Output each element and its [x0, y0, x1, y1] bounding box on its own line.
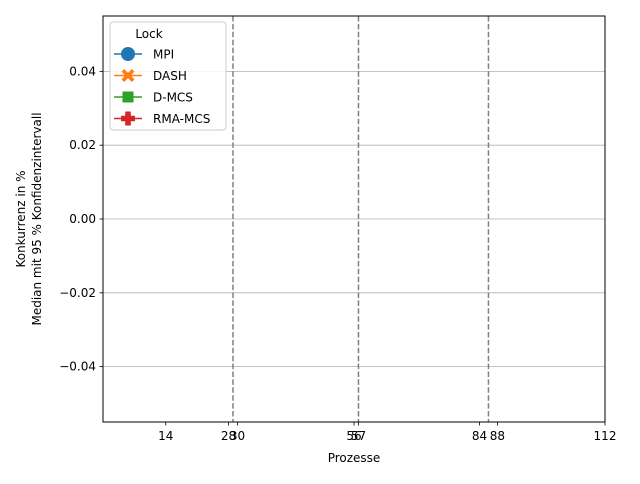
legend-entry-rma-mcs: RMA-MCS	[114, 111, 210, 126]
x-tick-label-5: 84	[472, 429, 487, 443]
legend-marker-plus-filled	[121, 111, 135, 126]
legend-title: Lock	[135, 27, 162, 41]
y-axis-label-line-2: Median mit 95 % Konfidenzintervall	[30, 112, 44, 325]
legend-label: D-MCS	[153, 91, 193, 105]
x-tick-label-7: 112	[594, 429, 617, 443]
x-tick-label-4: 57	[351, 429, 366, 443]
legend-entry-mpi: MPI	[114, 47, 174, 62]
y-axis-ticks: −0.04 −0.02 0.00 0.02 0.04	[59, 64, 103, 374]
x-tick-label-3: 56	[346, 429, 361, 443]
x-axis-label: Prozesse	[328, 451, 381, 465]
legend-marker-circle	[121, 47, 135, 61]
legend-box	[109, 21, 227, 131]
x-tick-label-1: 28	[221, 429, 236, 443]
legend-marker-square	[122, 91, 134, 103]
legend-entry-dash: DASH	[114, 69, 187, 83]
legend-label: DASH	[153, 69, 187, 83]
legend-marker-x-filled	[121, 69, 135, 82]
y-tick-label-1: −0.02	[59, 286, 96, 300]
x-tick-label-0: 14	[158, 429, 173, 443]
y-axis-label-line-1: Konkurrenz in %	[14, 170, 28, 267]
y-tick-label-2: 0.00	[69, 212, 96, 226]
vline-layer	[232, 16, 490, 422]
x-tick-label-2: 30	[230, 429, 245, 443]
legend-label: MPI	[153, 48, 174, 62]
y-tick-label-3: 0.02	[69, 138, 96, 152]
x-tick-label-6: 88	[490, 429, 505, 443]
y-tick-label-4: 0.04	[69, 64, 96, 78]
y-tick-label-0: −0.04	[59, 360, 96, 374]
legend: Lock MPI DASH D-MCS RMA-MCS	[109, 21, 227, 131]
legend-label: RMA-MCS	[153, 112, 210, 126]
legend-entry-d-mcs: D-MCS	[114, 91, 193, 105]
